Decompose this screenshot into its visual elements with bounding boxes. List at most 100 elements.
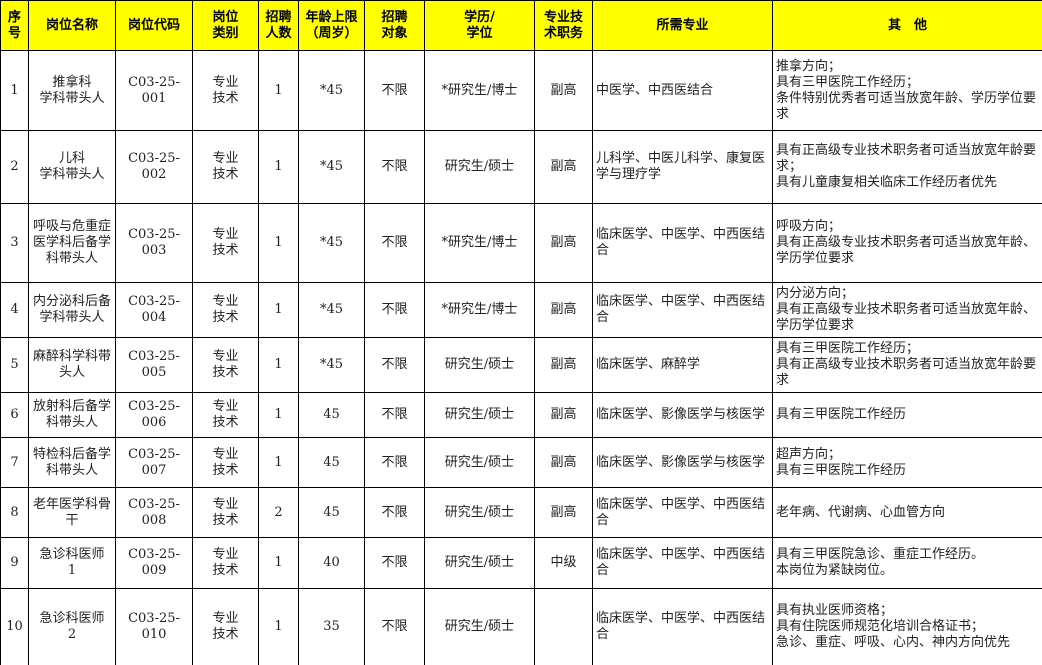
table-cell: 具有正高级专业技术职务者可适当放宽年龄要求； 具有儿童康复相关临床工作经历者优先 bbox=[772, 130, 1042, 204]
table-cell: C03-25- 007 bbox=[115, 437, 193, 488]
table-cell: 1 bbox=[258, 203, 299, 283]
table-cell: 专业 技术 bbox=[192, 392, 259, 438]
header-cell: 招聘 对象 bbox=[364, 0, 425, 51]
table-cell: 7 bbox=[0, 437, 29, 488]
table-cell: 内分泌科后备学科带头人 bbox=[28, 282, 116, 338]
table-cell: C03-25- 001 bbox=[115, 50, 193, 131]
table-cell: 1 bbox=[258, 130, 299, 204]
table-row: 1 推拿科 学科带头人 C03-25- 001 专业 技术 1 *45 不限 *研究生/博士副… bbox=[0, 50, 1042, 131]
table-cell: 具有三甲医院工作经历； 具有正高级专业技术职务者可适当放宽年龄要求 bbox=[772, 337, 1042, 393]
table-cell: C03-25- 003 bbox=[115, 203, 193, 283]
table-cell: 9 bbox=[0, 537, 29, 589]
table-cell: 1 bbox=[258, 437, 299, 488]
table-cell: *研究生/博士 bbox=[424, 282, 535, 338]
table-cell: 研究生/硕士 bbox=[424, 487, 535, 538]
table-row: 5 麻醉科学科带头人 C03-25- 005 专业 技术 1 *45 不限 研究生/硕士 副高临… bbox=[0, 337, 1042, 393]
table-cell: 副高 bbox=[534, 392, 593, 438]
table-cell: 5 bbox=[0, 337, 29, 393]
table-cell: 1 bbox=[258, 337, 299, 393]
table-cell: 8 bbox=[0, 487, 29, 538]
table-cell: 45 bbox=[298, 437, 365, 488]
table-cell: 特检科后备学科带头人 bbox=[28, 437, 116, 488]
table-cell: 2 bbox=[258, 487, 299, 538]
table-cell: 研究生/硕士 bbox=[424, 537, 535, 589]
table-cell: 不限 bbox=[364, 130, 425, 204]
table-row: 6 放射科后备学科带头人 C03-25- 006 专业 技术 1 45 不限 研究生/硕士 副高… bbox=[0, 392, 1042, 438]
table-cell: 研究生/硕士 bbox=[424, 588, 535, 665]
table-cell: 副高 bbox=[534, 487, 593, 538]
table-row: 2 儿科 学科带头人 C03-25- 002 专业 技术 1 *45 不限 研究生/硕士 副高儿… bbox=[0, 130, 1042, 204]
header-cell: 所需专业 bbox=[592, 0, 773, 51]
table-cell: *45 bbox=[298, 282, 365, 338]
table-cell: 推拿科 学科带头人 bbox=[28, 50, 116, 131]
table-cell: 临床医学、中医学、中西医结合 bbox=[592, 487, 773, 538]
table-cell: 副高 bbox=[534, 50, 593, 131]
table-cell: 1 bbox=[258, 392, 299, 438]
table-cell: 放射科后备学科带头人 bbox=[28, 392, 116, 438]
table-cell: 临床医学、中医学、中西医结合 bbox=[592, 588, 773, 665]
table-row: 9 急诊科医师 1 C03-25- 009 专业 技术 1 40 不限 研究生/硕士 中级 临床医… bbox=[0, 537, 1042, 589]
table-cell: 35 bbox=[298, 588, 365, 665]
table-cell: 专业 技术 bbox=[192, 282, 259, 338]
table-cell: 呼吸方向； 具有正高级专业技术职务者可适当放宽年龄、学历学位要求 bbox=[772, 203, 1042, 283]
table-cell: 1 bbox=[0, 50, 29, 131]
table-cell: C03-25- 009 bbox=[115, 537, 193, 589]
table-cell bbox=[534, 588, 593, 665]
table-cell: 专业 技术 bbox=[192, 487, 259, 538]
table-cell: 急诊科医师 1 bbox=[28, 537, 116, 589]
table-cell: C03-25- 004 bbox=[115, 282, 193, 338]
table-cell: 不限 bbox=[364, 203, 425, 283]
table-cell: 副高 bbox=[534, 130, 593, 204]
table-cell: *研究生/博士 bbox=[424, 203, 535, 283]
header-cell: 招聘 人数 bbox=[258, 0, 299, 51]
table-cell: 45 bbox=[298, 487, 365, 538]
table-cell: 研究生/硕士 bbox=[424, 392, 535, 438]
table-cell: 推拿方向； 具有三甲医院工作经历； 条件特别优秀者可适当放宽年龄、学历学位要求 bbox=[772, 50, 1042, 131]
header-cell: 年龄上限 （周岁） bbox=[298, 0, 365, 51]
table-cell: 研究生/硕士 bbox=[424, 130, 535, 204]
header-row: 序 号岗位名称 岗位代码 岗位 类别 招聘 人数 年龄上限 （周岁） 招聘 对象 学历/ 学… bbox=[0, 0, 1042, 51]
header-cell: 学历/ 学位 bbox=[424, 0, 535, 51]
table-cell: 副高 bbox=[534, 337, 593, 393]
table-cell: 临床医学、中医学、中西医结合 bbox=[592, 282, 773, 338]
table-cell: 内分泌方向； 具有正高级专业技术职务者可适当放宽年龄、学历学位要求 bbox=[772, 282, 1042, 338]
table-cell: 老年医学科骨干 bbox=[28, 487, 116, 538]
table-cell: C03-25- 005 bbox=[115, 337, 193, 393]
table-cell: 临床医学、中医学、中西医结合 bbox=[592, 537, 773, 589]
header-cell: 专业技 术职务 bbox=[534, 0, 593, 51]
header-cell: 岗位代码 bbox=[115, 0, 193, 51]
table-cell: 45 bbox=[298, 392, 365, 438]
table-cell: 呼吸与危重症医学科后备学科带头人 bbox=[28, 203, 116, 283]
table-cell: 2 bbox=[0, 130, 29, 204]
table-cell: *45 bbox=[298, 337, 365, 393]
table-cell: 副高 bbox=[534, 437, 593, 488]
table-cell: 临床医学、影像医学与核医学 bbox=[592, 392, 773, 438]
table-cell: 不限 bbox=[364, 50, 425, 131]
table-cell: 急诊科医师 2 bbox=[28, 588, 116, 665]
table-row: 3 呼吸与危重症医学科后备学科带头人 C03-25- 003 专业 技术 1 *45 不限 *… bbox=[0, 203, 1042, 283]
table-cell: 不限 bbox=[364, 392, 425, 438]
table-cell: 临床医学、影像医学与核医学 bbox=[592, 437, 773, 488]
table-cell: 不限 bbox=[364, 282, 425, 338]
table-cell: 麻醉科学科带头人 bbox=[28, 337, 116, 393]
table-cell: 不限 bbox=[364, 487, 425, 538]
table-cell: 儿科 学科带头人 bbox=[28, 130, 116, 204]
table-cell: 副高 bbox=[534, 282, 593, 338]
table-cell: 专业 技术 bbox=[192, 130, 259, 204]
table-cell: 专业 技术 bbox=[192, 537, 259, 589]
table-cell: 6 bbox=[0, 392, 29, 438]
table-cell: 不限 bbox=[364, 337, 425, 393]
table-cell: 专业 技术 bbox=[192, 50, 259, 131]
table-cell: 中级 bbox=[534, 537, 593, 589]
header-cell: 岗位 类别 bbox=[192, 0, 259, 51]
table-cell: 临床医学、中医学、中西医结合 bbox=[592, 203, 773, 283]
table-cell: 超声方向； 具有三甲医院工作经历 bbox=[772, 437, 1042, 488]
table-cell: 40 bbox=[298, 537, 365, 589]
table-cell: 3 bbox=[0, 203, 29, 283]
header-cell: 序 号 bbox=[0, 0, 29, 51]
table-cell: C03-25- 002 bbox=[115, 130, 193, 204]
table-cell: 具有三甲医院急诊、重症工作经历。 本岗位为紧缺岗位。 bbox=[772, 537, 1042, 589]
table-cell: 4 bbox=[0, 282, 29, 338]
